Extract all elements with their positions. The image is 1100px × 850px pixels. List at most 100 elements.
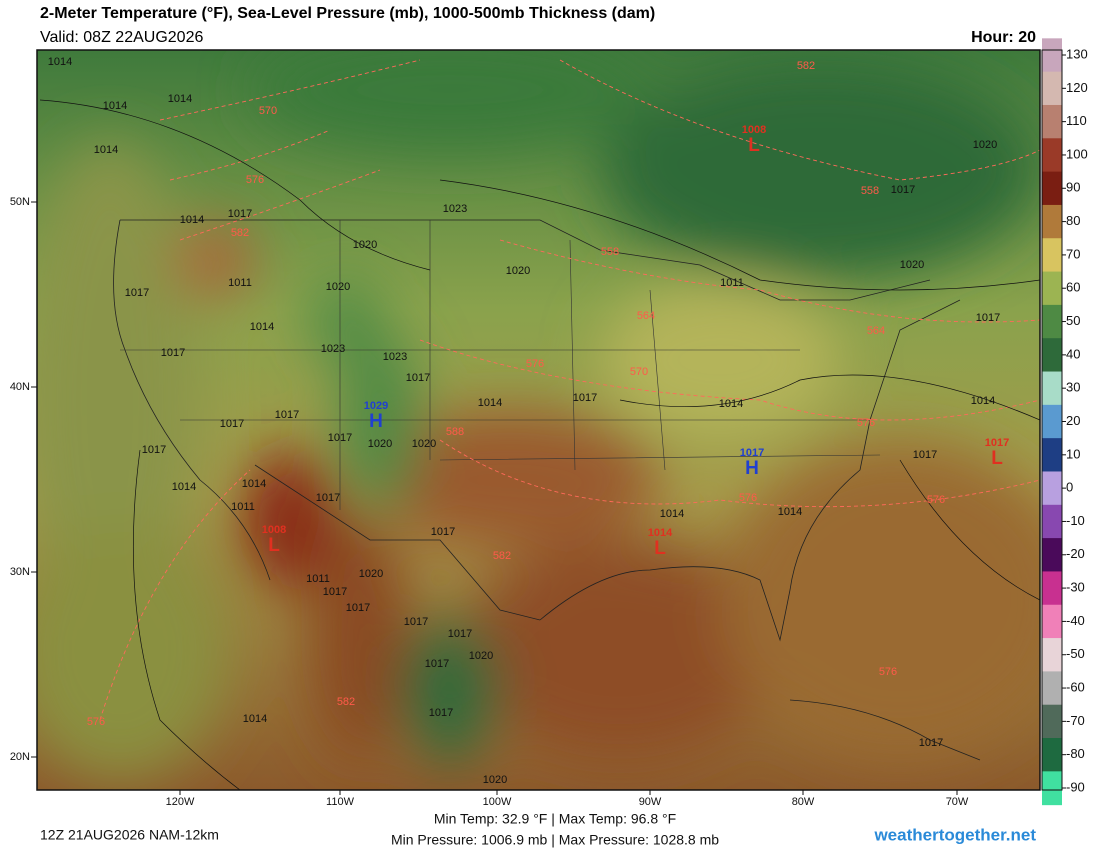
colorbar-cell: [1042, 671, 1062, 706]
thickness-label: 570: [259, 105, 277, 117]
title: 2-Meter Temperature (°F), Sea-Level Pres…: [40, 5, 655, 22]
isobar-label: 1020: [469, 650, 493, 662]
isobar-label: 1017: [976, 312, 1000, 324]
colorbar-cell: [1042, 771, 1062, 806]
colorbar-cell: [1042, 471, 1062, 506]
temperature-field: [37, 50, 1040, 780]
coastline: [539, 299, 961, 642]
map-frame: [36, 49, 1041, 791]
state-line: [339, 220, 666, 510]
lon-label: 90W: [639, 796, 662, 808]
isobar-label: 1020: [359, 568, 383, 580]
isobar-label: 1014: [660, 508, 684, 520]
pressure-center-value: 1029: [364, 400, 388, 412]
isobar-label: 1020: [506, 265, 530, 277]
thickness-label: 564: [637, 310, 655, 322]
isobar-label: 1020: [483, 774, 507, 786]
isobar-label: 1017: [346, 602, 370, 614]
border: [254, 464, 541, 621]
colorbar-cell: [1042, 738, 1062, 772]
colorbar-label: 100: [1066, 146, 1088, 161]
colorbar-cell: [1042, 571, 1062, 606]
isobar-label: 1020: [973, 139, 997, 151]
colorbar-label: 110: [1066, 113, 1087, 128]
pressure-center-value: 1017: [985, 437, 1009, 449]
isobar-label: 1014: [94, 144, 118, 156]
thickness-label: 576: [927, 494, 945, 506]
colorbar-label: 80: [1066, 213, 1080, 228]
pressure-center-value: 1008: [742, 124, 766, 136]
pressure-center-value: 1014: [648, 527, 673, 539]
isobar-label: 1017: [448, 628, 472, 640]
isobar-label: 1017: [316, 492, 340, 504]
isobar-label: 1014: [242, 478, 266, 490]
colorbar-cell: [1042, 204, 1062, 239]
colorbar-label: -80: [1066, 746, 1085, 761]
isobar-label: 1017: [125, 287, 149, 299]
thickness-label: 588: [446, 426, 464, 438]
colorbar-cell: [1042, 271, 1062, 306]
isobar-label: 1017: [404, 616, 428, 628]
colorbar-cell: [1042, 304, 1062, 339]
isobar-label: 1014: [250, 321, 274, 333]
thickness-label: 576: [526, 358, 544, 370]
colorbar-label: -70: [1066, 713, 1085, 728]
isobar-label: 1017: [919, 737, 943, 749]
temperature-range: Min Temp: 32.9 °F | Max Temp: 96.8 °F: [434, 811, 676, 827]
isobar-label: 1017: [161, 347, 185, 359]
colorbar-label: 90: [1066, 180, 1080, 195]
thickness-label: 576: [857, 417, 875, 429]
thickness-label: 576: [87, 716, 105, 728]
lat-label: 40N: [10, 381, 30, 393]
isobar-label: 1017: [425, 658, 449, 670]
isobar-label: 1014: [778, 506, 802, 518]
isobar-label: 1017: [913, 449, 937, 461]
isobar-label: 1017: [142, 444, 166, 456]
model-run: 12Z 21AUG2026 NAM-12km: [40, 827, 219, 843]
thickness-label: 558: [601, 246, 619, 258]
colorbar-label: -60: [1066, 679, 1085, 694]
isobar-label: 1017: [323, 586, 347, 598]
isobar-lines: [39, 99, 1040, 790]
colorbar-label: 10: [1066, 446, 1080, 461]
isobar-label: 1020: [412, 438, 436, 450]
pressure-center-value: 1017: [740, 447, 764, 459]
isobar-label: 1017: [431, 526, 455, 538]
coastline: [789, 699, 981, 761]
site-link[interactable]: weathertogether.net: [873, 825, 1036, 844]
isobar-label: 1014: [103, 100, 127, 112]
isobar-label: 1023: [443, 203, 467, 215]
isobar-label: 1014: [478, 397, 502, 409]
colorbar-cell: [1042, 538, 1062, 572]
colorbar-label: 40: [1066, 346, 1080, 361]
isobar-label: 1020: [326, 281, 350, 293]
lat-label: 20N: [10, 751, 30, 763]
isobar-label: 1020: [353, 239, 377, 251]
thickness-label: 558: [861, 185, 879, 197]
colorbar-label: 30: [1066, 380, 1080, 395]
lon-label: 80W: [792, 796, 815, 808]
isobar-label: 1011: [720, 277, 744, 289]
colorbar-label: -50: [1066, 646, 1085, 661]
lat-label: 30N: [10, 566, 30, 578]
thickness-label: 582: [337, 696, 355, 708]
colorbar-label: -10: [1066, 513, 1085, 528]
isobar-label: 1014: [168, 93, 192, 105]
colorbar-cell: [1042, 71, 1062, 106]
border: [120, 219, 931, 301]
colorbar-label: 130: [1066, 46, 1088, 61]
pressure-center-letter: H: [745, 458, 759, 479]
pressure-center-letter: L: [991, 448, 1003, 469]
colorbar-cell: [1042, 138, 1062, 173]
isobar-label: 1017: [406, 372, 430, 384]
isobar-label: 1017: [220, 418, 244, 430]
colorbar-cell: [1042, 104, 1062, 139]
pressure-range: Min Pressure: 1006.9 mb | Max Pressure: …: [391, 832, 719, 848]
forecast-hour: Hour: 20: [971, 29, 1036, 46]
colorbar-frame: [1041, 49, 1063, 791]
colorbar-cell: [1042, 404, 1062, 439]
lon-label: 110W: [326, 796, 355, 808]
colorbar-label: 60: [1066, 280, 1080, 295]
thickness-lines: [99, 59, 1040, 721]
